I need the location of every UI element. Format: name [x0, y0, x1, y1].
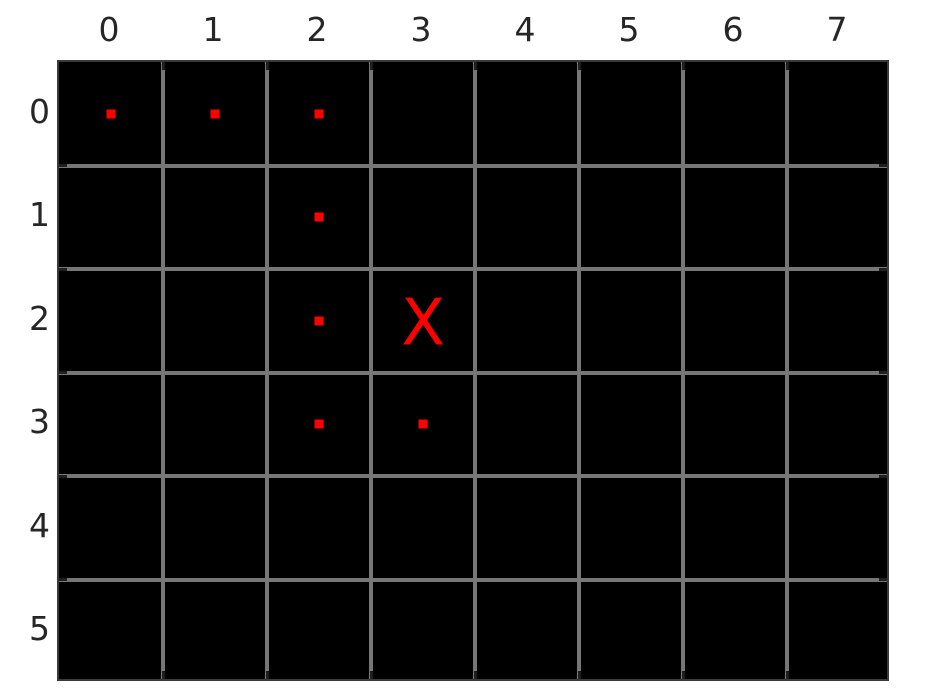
y-tick-label: 1 — [29, 195, 50, 235]
red-dot — [210, 109, 220, 119]
axis-tick — [161, 62, 165, 70]
y-tick-label: 2 — [29, 298, 50, 338]
x-tick-label: 2 — [306, 10, 328, 49]
y-tick-label: 0 — [29, 91, 50, 131]
grid-line-horizontal — [59, 370, 887, 375]
axis-tick — [59, 267, 67, 271]
axis-tick — [785, 671, 789, 679]
grid-board: X — [57, 60, 889, 681]
axis-tick — [369, 62, 373, 70]
axis-tick — [59, 164, 67, 167]
axis-tick — [59, 474, 67, 478]
x-tick-label: 1 — [202, 10, 224, 49]
grid-line-horizontal — [59, 577, 887, 582]
axis-tick — [681, 62, 685, 70]
axis-tick — [473, 671, 477, 679]
y-tick-label: 4 — [29, 505, 50, 545]
red-dot — [314, 109, 324, 119]
axis-tick — [879, 371, 887, 374]
axis-tick — [879, 267, 887, 271]
axis-tick — [577, 671, 581, 679]
axis-tick — [265, 671, 269, 679]
grid-line-horizontal — [59, 267, 887, 271]
axis-tick — [879, 474, 887, 478]
x-tick-label: 0 — [98, 10, 120, 49]
axis-tick — [879, 578, 887, 581]
grid-line-horizontal — [59, 163, 887, 168]
axis-tick — [785, 62, 789, 70]
x-tick-label: 7 — [826, 10, 848, 49]
red-dot — [314, 212, 324, 222]
axis-tick — [879, 164, 887, 167]
axis-tick — [473, 62, 477, 70]
axis-tick — [59, 578, 67, 581]
axis-tick — [59, 371, 67, 374]
red-dot — [314, 419, 324, 429]
x-tick-label: 4 — [514, 10, 536, 49]
y-tick-label: 3 — [29, 402, 50, 442]
grid-line-horizontal — [59, 474, 887, 478]
axis-tick — [265, 62, 269, 70]
x-tick-label: 3 — [410, 10, 432, 49]
x-tick-label: 6 — [722, 10, 744, 49]
red-dot — [418, 419, 428, 429]
axis-tick — [577, 62, 581, 70]
red-dot — [314, 316, 324, 326]
axis-tick — [369, 671, 373, 679]
x-marker: X — [401, 286, 445, 361]
axis-tick — [161, 671, 165, 679]
y-tick-label: 5 — [29, 609, 50, 649]
red-dot — [106, 109, 116, 119]
axis-tick — [681, 671, 685, 679]
x-tick-label: 5 — [618, 10, 640, 49]
